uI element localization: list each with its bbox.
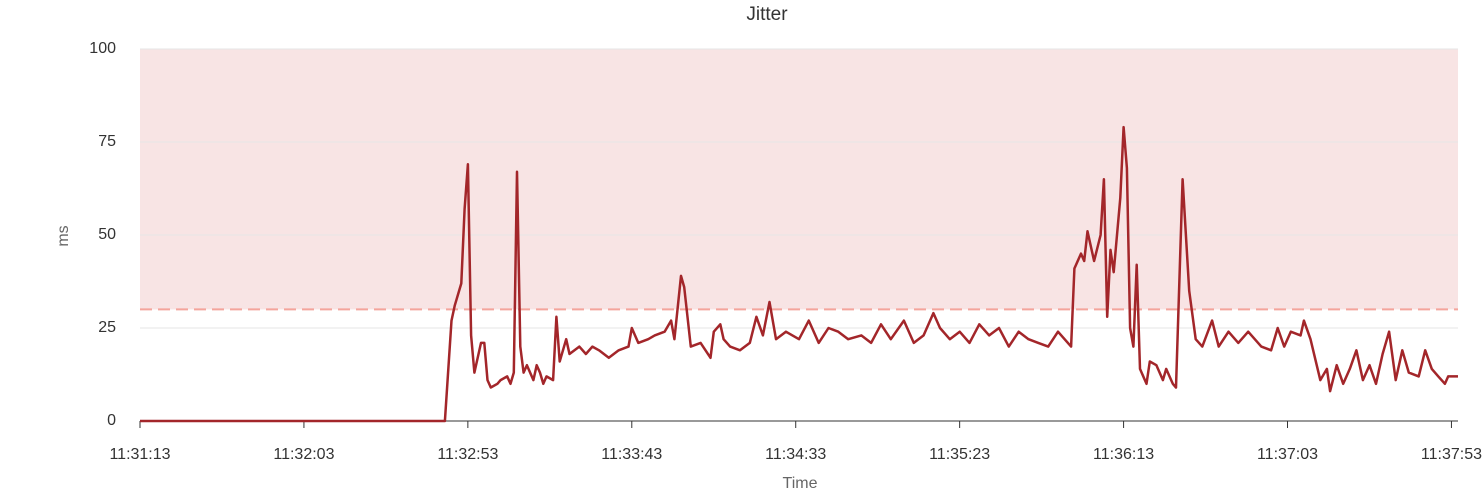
x-tick-label: 11:31:13 — [109, 446, 170, 463]
x-tick-label: 11:32:53 — [437, 446, 498, 463]
y-tick-label: 75 — [98, 133, 116, 150]
y-tick-label: 50 — [98, 226, 116, 243]
threshold-band — [140, 49, 1458, 310]
y-axis-label: ms — [55, 225, 72, 246]
y-tick-label: 100 — [89, 40, 116, 57]
y-tick-label: 25 — [98, 319, 116, 336]
x-tick-label: 11:37:53 — [1421, 446, 1482, 463]
x-tick-label: 11:35:23 — [929, 446, 990, 463]
x-axis-label: Time — [783, 475, 818, 492]
x-tick-label: 11:33:43 — [601, 446, 662, 463]
chart-title: Jitter — [746, 4, 788, 25]
x-tick-label: 11:34:33 — [765, 446, 826, 463]
data-line — [140, 125, 1458, 423]
x-tick-label: 11:32:03 — [273, 446, 334, 463]
x-tick-label: 11:37:03 — [1257, 446, 1318, 463]
x-tick-label: 11:36:13 — [1093, 446, 1154, 463]
y-tick-label: 0 — [107, 412, 116, 429]
